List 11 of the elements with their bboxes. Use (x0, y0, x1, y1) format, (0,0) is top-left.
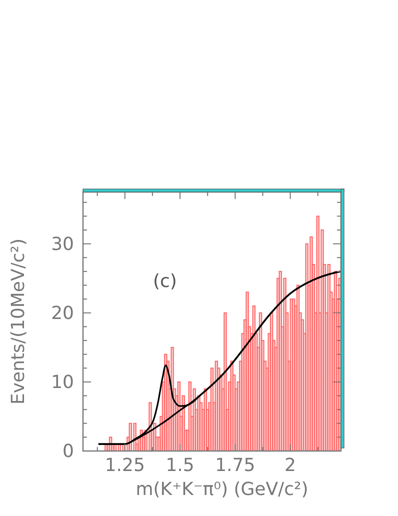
x-tick-label: 1.25 (104, 455, 145, 476)
x-axis-title: m(K⁺K⁻π⁰) (GeV/c²) (136, 479, 308, 500)
y-axis-title: Events/(10MeV/c²) (8, 238, 29, 405)
x-tick-label: 1.75 (215, 455, 256, 476)
x-tick-label: 1.5 (166, 455, 194, 476)
y-tick-label: 0 (62, 441, 74, 462)
x-tick-label: 2 (284, 455, 296, 476)
y-tick-label: 30 (51, 234, 74, 255)
annotation: (c) (153, 271, 177, 292)
y-tick-label: 20 (51, 302, 74, 324)
y-tick-label: 10 (51, 372, 74, 393)
